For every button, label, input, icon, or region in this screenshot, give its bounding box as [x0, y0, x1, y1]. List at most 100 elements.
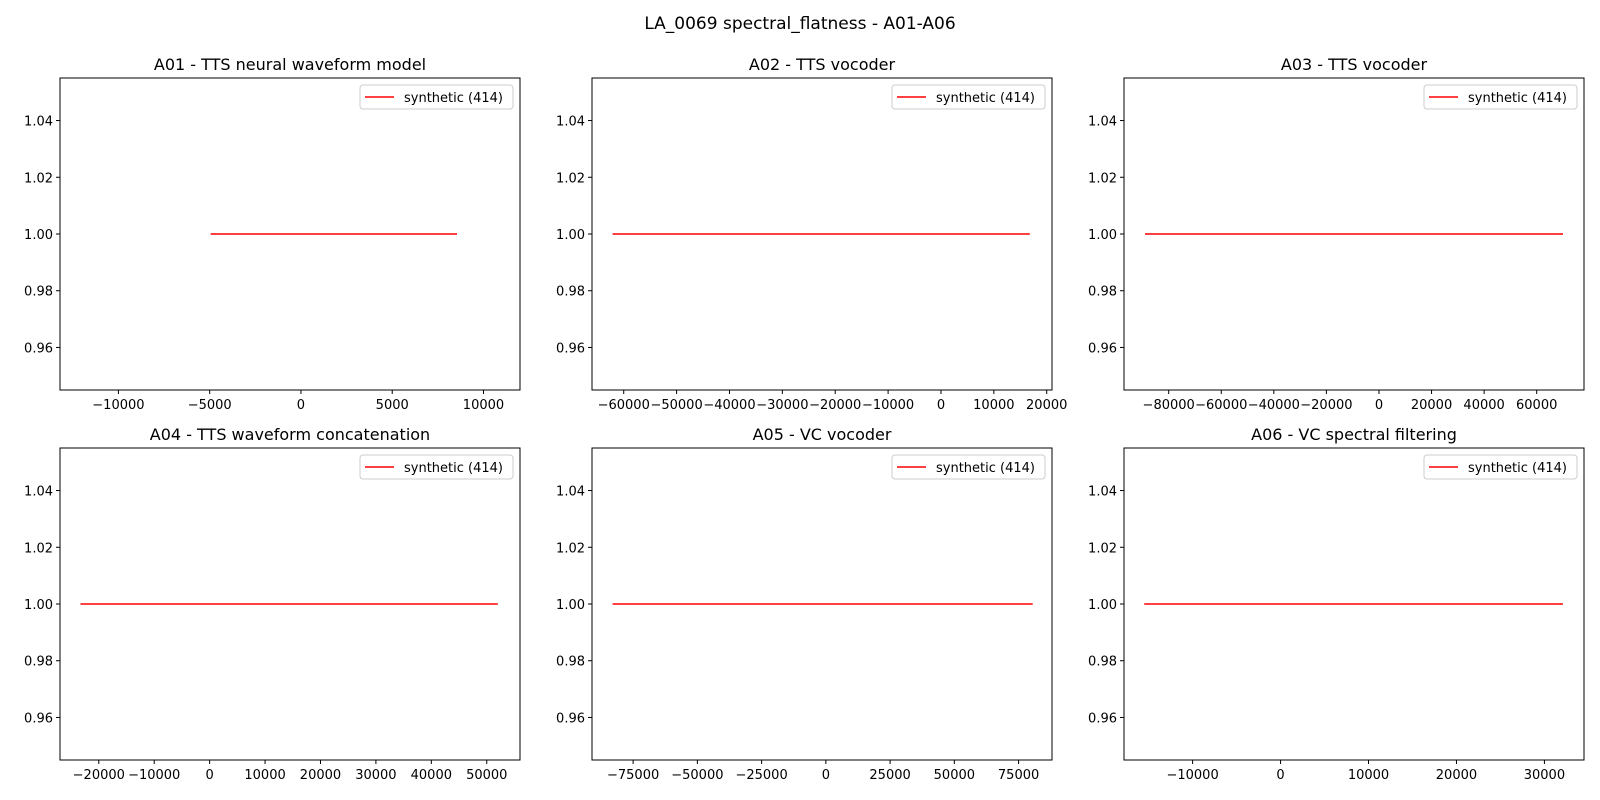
y-tick-label: 0.98	[556, 655, 585, 670]
y-tick-label: 1.04	[24, 115, 53, 130]
x-tick-label: 0	[297, 398, 305, 413]
x-tick-label: 20000	[1026, 398, 1067, 413]
x-tick-label: −60000	[598, 398, 650, 413]
y-tick-label: 0.98	[24, 655, 53, 670]
legend-box	[891, 454, 1046, 480]
legend: synthetic (414)	[1423, 454, 1578, 480]
x-tick-label: −60000	[1195, 398, 1247, 413]
x-tick-label: −50000	[650, 398, 702, 413]
subplot-title: A01 - TTS neural waveform model	[154, 55, 426, 74]
x-tick-label: −20000	[1300, 398, 1352, 413]
x-tick-label: −10000	[1166, 768, 1218, 783]
y-tick-label: 1.02	[1088, 541, 1117, 556]
legend-box	[359, 84, 514, 110]
x-tick-label: 30000	[355, 768, 396, 783]
y-tick-label: 0.98	[1088, 285, 1117, 300]
y-tick-label: 0.98	[1088, 655, 1117, 670]
x-tick-label: 25000	[869, 768, 910, 783]
legend-label: synthetic (414)	[404, 91, 503, 106]
x-tick-label: 0	[1276, 768, 1284, 783]
subplot-title: A05 - VC vocoder	[753, 425, 892, 444]
legend: synthetic (414)	[891, 84, 1046, 110]
legend: synthetic (414)	[1423, 84, 1578, 110]
y-tick-label: 0.96	[556, 341, 585, 356]
subplot-4: A04 - TTS waveform concatenation −20000 −1…	[24, 425, 521, 783]
y-tick-label: 0.96	[24, 341, 53, 356]
y-tick-label: 0.98	[24, 285, 53, 300]
y-tick-label: 0.96	[1088, 341, 1117, 356]
x-tick-label: 5000	[376, 398, 409, 413]
y-tick-label: 1.02	[24, 171, 53, 186]
y-tick-label: 1.00	[556, 228, 585, 243]
legend: synthetic (414)	[359, 84, 514, 110]
x-tick-label: 10000	[973, 398, 1014, 413]
legend-label: synthetic (414)	[1468, 461, 1567, 476]
y-tick-label: 0.96	[556, 711, 585, 726]
legend-label: synthetic (414)	[404, 461, 503, 476]
x-tick-label: −20000	[73, 768, 125, 783]
x-tick-label: −50000	[671, 768, 723, 783]
x-tick-label: −10000	[92, 398, 144, 413]
subplot-title: A02 - TTS vocoder	[749, 55, 896, 74]
y-tick-label: 1.00	[556, 598, 585, 613]
x-tick-label: 50000	[466, 768, 507, 783]
y-tick-label: 1.04	[1088, 115, 1117, 130]
x-tick-label: 40000	[411, 768, 452, 783]
legend-box	[891, 84, 1046, 110]
x-tick-label: −40000	[1248, 398, 1300, 413]
y-tick-label: 0.98	[556, 285, 585, 300]
x-tick-label: −5000	[188, 398, 232, 413]
x-tick-label: −80000	[1143, 398, 1195, 413]
legend: synthetic (414)	[891, 454, 1046, 480]
subplot-2: A02 - TTS vocoder −60000 −50000 −40000 −3000…	[556, 55, 1067, 413]
x-tick-label: 0	[205, 768, 213, 783]
subplot-title: A06 - VC spectral filtering	[1251, 425, 1457, 444]
legend: synthetic (414)	[359, 454, 514, 480]
subplot-3: A03 - TTS vocoder −80000 −60000 −40000 −2000…	[1088, 55, 1585, 413]
x-tick-label: 0	[1375, 398, 1383, 413]
x-tick-label: 50000	[934, 768, 975, 783]
legend-box	[1423, 84, 1578, 110]
y-tick-label: 0.96	[24, 711, 53, 726]
subplot-5: A05 - VC vocoder −75000 −50000 −25000 0 25000…	[556, 425, 1053, 783]
x-tick-label: 40000	[1463, 398, 1504, 413]
x-tick-label: −10000	[128, 768, 180, 783]
x-tick-label: −30000	[756, 398, 808, 413]
x-tick-label: 0	[937, 398, 945, 413]
legend-label: synthetic (414)	[1468, 91, 1567, 106]
x-tick-label: −20000	[809, 398, 861, 413]
subplot-1: A01 - TTS neural waveform model −10000 −50…	[24, 55, 521, 413]
x-tick-label: 0	[822, 768, 830, 783]
y-tick-label: 1.00	[24, 598, 53, 613]
x-tick-label: 75000	[998, 768, 1039, 783]
x-tick-label: 10000	[244, 768, 285, 783]
y-tick-label: 0.96	[1088, 711, 1117, 726]
subplot-6: A06 - VC spectral filtering −10000 0 10000 2…	[1088, 425, 1585, 783]
y-tick-label: 1.02	[556, 171, 585, 186]
x-tick-label: −10000	[862, 398, 914, 413]
subplot-title: A03 - TTS vocoder	[1281, 55, 1428, 74]
x-tick-label: 10000	[463, 398, 504, 413]
x-tick-label: 60000	[1516, 398, 1557, 413]
legend-box	[1423, 454, 1578, 480]
x-tick-label: 20000	[300, 768, 341, 783]
subplot-grid: A01 - TTS neural waveform model −10000 −50…	[24, 55, 1585, 783]
x-tick-label: 20000	[1436, 768, 1477, 783]
subplot-title: A04 - TTS waveform concatenation	[150, 425, 430, 444]
y-tick-label: 1.00	[1088, 598, 1117, 613]
x-tick-label: −40000	[703, 398, 755, 413]
x-tick-label: 30000	[1524, 768, 1565, 783]
y-tick-label: 1.00	[24, 228, 53, 243]
figure-title: LA_0069 spectral_flatness - A01-A06	[644, 14, 955, 34]
x-tick-label: 10000	[1348, 768, 1389, 783]
y-tick-label: 1.04	[556, 115, 585, 130]
y-tick-label: 1.04	[1088, 485, 1117, 500]
y-tick-label: 1.04	[24, 485, 53, 500]
y-tick-label: 1.04	[556, 485, 585, 500]
x-tick-label: −25000	[735, 768, 787, 783]
y-tick-label: 1.00	[1088, 228, 1117, 243]
x-tick-label: 20000	[1411, 398, 1452, 413]
y-tick-label: 1.02	[556, 541, 585, 556]
legend-label: synthetic (414)	[936, 91, 1035, 106]
